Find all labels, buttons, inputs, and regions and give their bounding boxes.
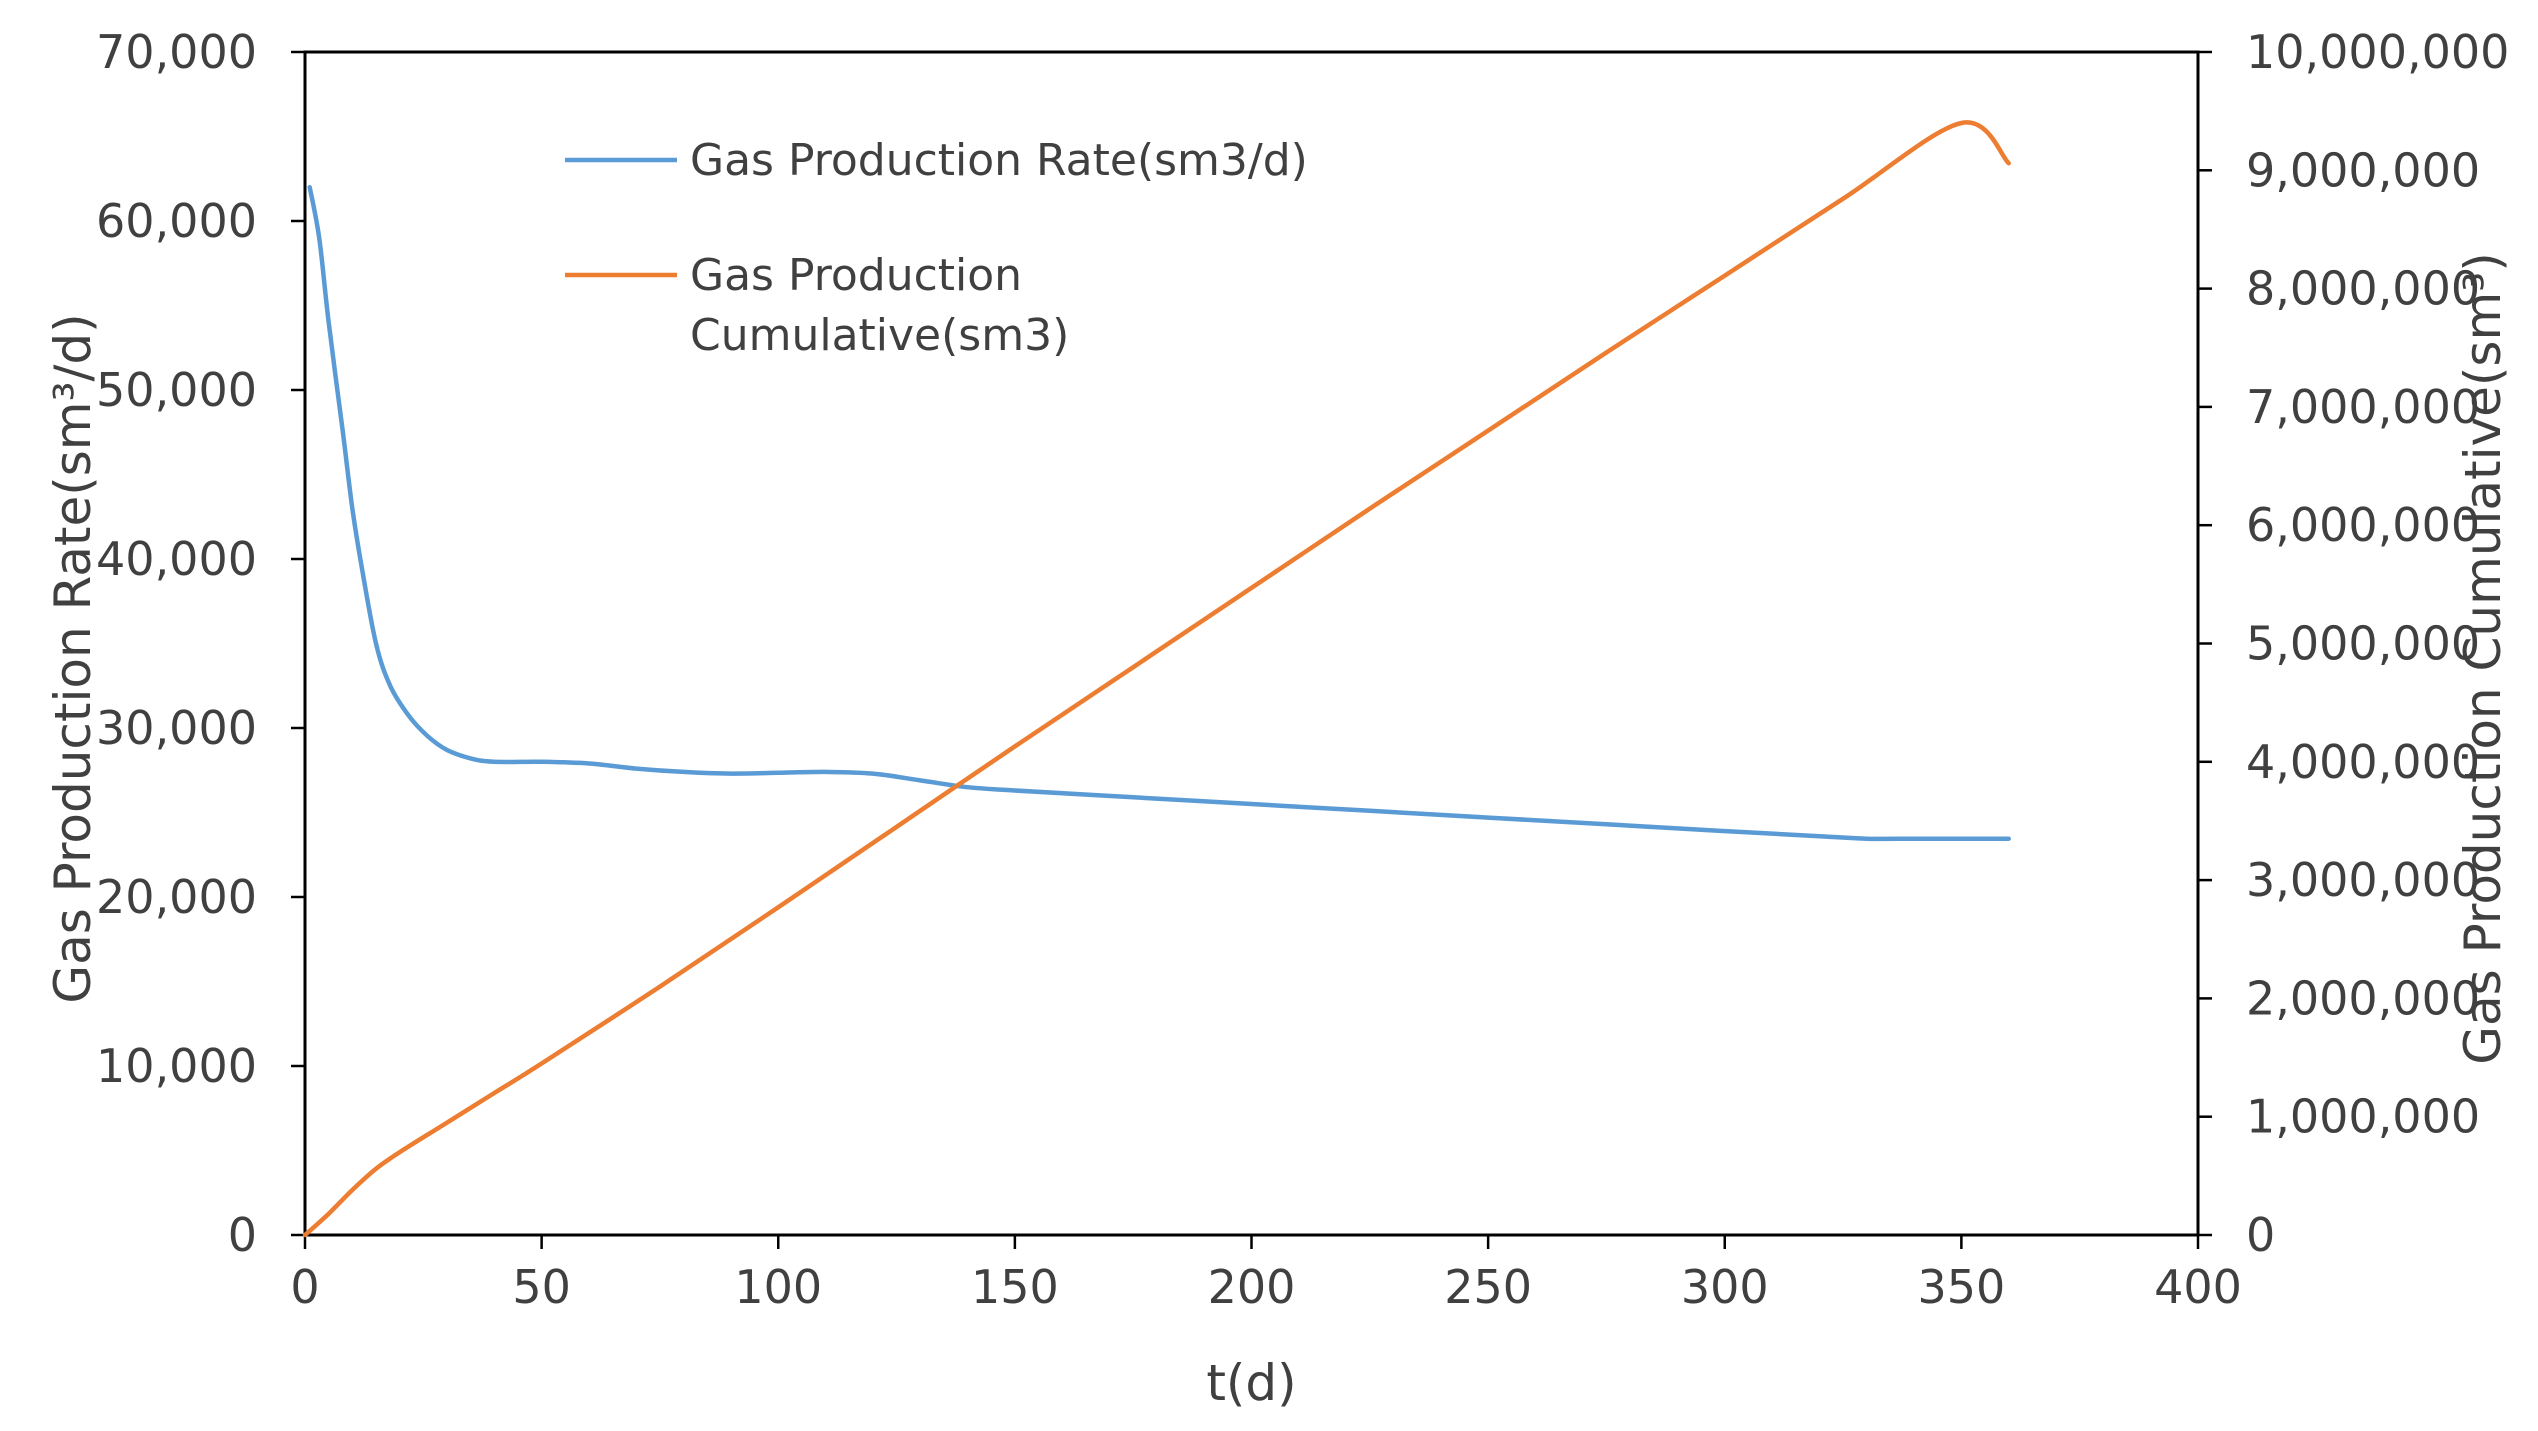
x-tick-label: 50 — [512, 1260, 571, 1314]
x-tick-label: 100 — [734, 1260, 822, 1314]
y-axis-left-title: Gas Production Rate(sm³/d) — [44, 313, 102, 1003]
y-axis-right: 0 1,000,000 2,000,000 3,000,000 4,000,000 5,0… — [2198, 25, 2509, 1262]
x-tick-label: 200 — [1208, 1260, 1296, 1314]
x-tick-label: 0 — [290, 1260, 319, 1314]
x-tick-label: 400 — [2154, 1260, 2242, 1314]
y-right-tick-label: 6,000,000 — [2246, 498, 2480, 552]
y-right-tick-label: 2,000,000 — [2246, 971, 2480, 1025]
x-axis-title: t(d) — [1206, 1354, 1296, 1412]
legend: Gas Production Rate(sm3/d) Gas Production… — [565, 135, 1308, 361]
y-axis-left: 0 10,000 20,000 30,000 40,000 50,000 60,000 70,… — [96, 25, 305, 1262]
y-right-tick-label: 9,000,000 — [2246, 143, 2480, 197]
y-right-tick-label: 5,000,000 — [2246, 617, 2480, 671]
x-tick-label: 250 — [1444, 1260, 1532, 1314]
y-right-tick-label: 0 — [2246, 1208, 2275, 1262]
y-right-tick-label: 7,000,000 — [2246, 380, 2480, 434]
y-left-tick-label: 50,000 — [96, 363, 257, 417]
x-tick-label: 150 — [971, 1260, 1059, 1314]
y-right-tick-label: 3,000,000 — [2246, 853, 2480, 907]
x-tick-label: 350 — [1917, 1260, 2005, 1314]
legend-label-2: Cumulative(sm3) — [690, 310, 1069, 361]
series-line-2 — [302, 120, 2011, 1238]
y-left-tick-label: 40,000 — [96, 532, 257, 586]
y-left-tick-label: 70,000 — [96, 25, 257, 79]
y-left-tick-label: 10,000 — [96, 1039, 257, 1093]
y-left-tick-label: 30,000 — [96, 701, 257, 755]
x-axis: 0 50 100 150 200 250 300 350 400 — [290, 1235, 2242, 1314]
plot-area — [303, 50, 2200, 1237]
legend-label-1: Gas Production Rate(sm3/d) — [690, 135, 1308, 186]
plot-border — [303, 50, 2200, 1237]
y-right-tick-label: 8,000,000 — [2246, 262, 2480, 316]
y-left-tick-label: 20,000 — [96, 870, 257, 924]
y-axis-right-title: Gas Production Cumulative(sm³) — [2454, 252, 2512, 1064]
x-tick-label: 300 — [1681, 1260, 1769, 1314]
legend-label-2: Gas Production — [690, 250, 1022, 301]
y-right-tick-label: 10,000,000 — [2246, 25, 2509, 79]
series-line-1 — [307, 184, 2011, 842]
y-left-tick-label: 60,000 — [96, 194, 257, 248]
y-left-tick-label: 0 — [228, 1208, 257, 1262]
series-layer — [302, 120, 2011, 1238]
y-right-tick-label: 1,000,000 — [2246, 1090, 2480, 1144]
y-right-tick-label: 4,000,000 — [2246, 735, 2480, 789]
